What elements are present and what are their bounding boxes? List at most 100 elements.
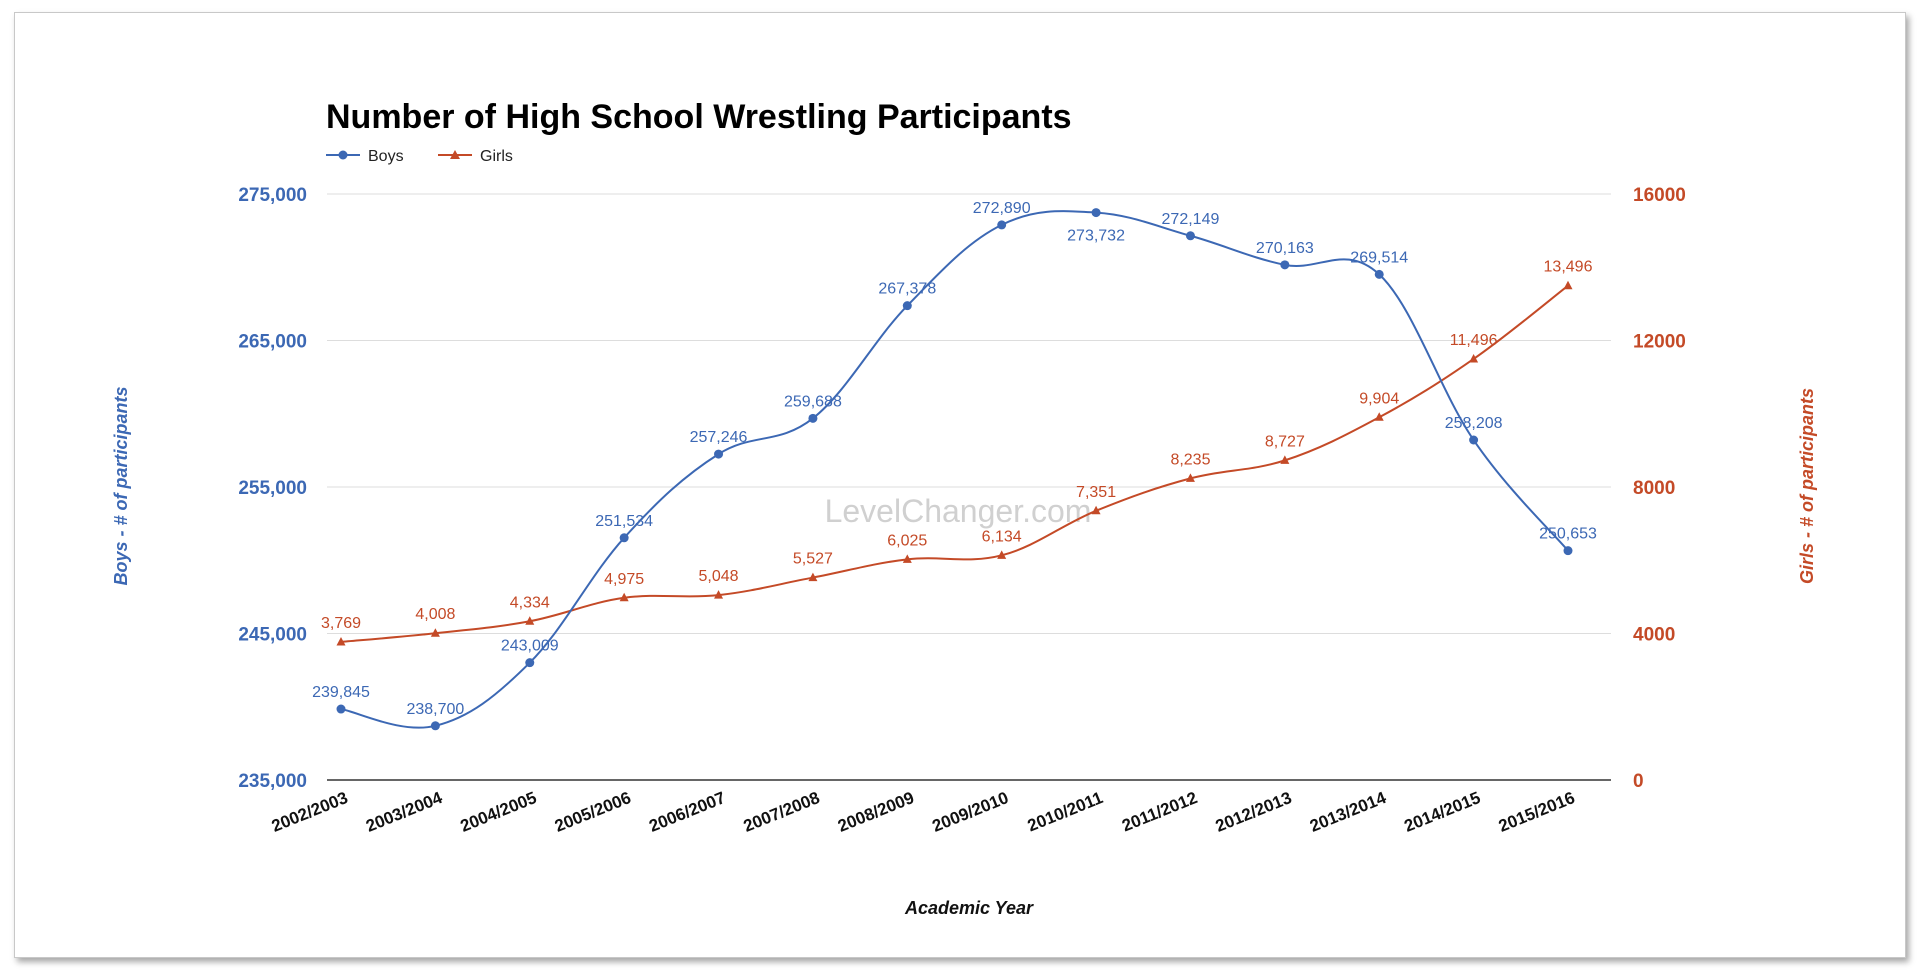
boys-data-label: 272,149 [1162, 211, 1220, 228]
boys-point [430, 721, 440, 731]
x-axis-title: Academic Year [904, 898, 1034, 918]
y-axis-right-title: Girls - # of participants [1797, 388, 1817, 584]
girls-point [1185, 473, 1195, 482]
boys-point [525, 658, 535, 668]
x-tick-label: 2012/2013 [1213, 788, 1295, 836]
x-tick-label: 2005/2006 [552, 788, 634, 836]
boys-data-label: 272,890 [973, 200, 1031, 217]
boys-point [902, 301, 912, 311]
boys-point [808, 413, 818, 423]
y-axis-right-ticks: 16000 12000 8000 4000 0 [1633, 185, 1686, 792]
boys-data-label: 258,208 [1445, 415, 1503, 432]
girls-point [1374, 412, 1384, 421]
girls-data-label: 5,048 [699, 568, 739, 585]
x-tick-label: 2014/2015 [1401, 788, 1483, 836]
x-tick-label: 2006/2007 [646, 788, 728, 836]
x-tick-label: 2009/2010 [930, 788, 1012, 836]
boys-data-label: 243,009 [501, 638, 559, 655]
girls-data-label: 5,527 [793, 551, 833, 568]
boys-data-label: 273,732 [1067, 228, 1125, 245]
y-axis-left-title: Boys - # of participants [111, 386, 131, 585]
x-tick-label: 2015/2016 [1496, 788, 1578, 836]
girls-data-label: 6,025 [887, 532, 927, 549]
boys-data-label: 267,378 [878, 281, 936, 298]
legend-label-girls: Girls [480, 148, 513, 165]
girls-point [808, 572, 818, 582]
girls-point [619, 592, 629, 602]
girls-point [997, 550, 1007, 559]
girls-point [1563, 280, 1573, 290]
legend-marker-girls [450, 150, 460, 159]
boys-line [340, 210, 1569, 729]
girls-data-label: 8,727 [1265, 433, 1305, 450]
chart-title: Number of High School Wrestling Particip… [326, 98, 1072, 136]
girls-data-label: 13,496 [1544, 259, 1593, 276]
data-labels-girls: 3,769 4,008 4,334 4,975 5,048 5,527 6,025 6,134… [321, 259, 1593, 632]
girls-point [1469, 353, 1479, 363]
x-axis-ticks: 2002/2003 2003/2004 2004/2005 2005/2006 2006… [269, 788, 1578, 836]
legend: Boys Girls [326, 148, 513, 165]
x-tick-label: 2011/2012 [1119, 788, 1200, 835]
watermark: LevelChanger.com [825, 493, 1092, 529]
series-boys [336, 208, 1573, 731]
boys-point [714, 449, 724, 459]
boys-point [336, 704, 346, 714]
boys-data-label: 270,163 [1256, 240, 1314, 257]
girls-point [714, 590, 724, 599]
girls-point [1091, 505, 1101, 515]
boys-point [1091, 208, 1101, 218]
x-tick-label: 2010/2011 [1025, 788, 1106, 835]
girls-point [336, 636, 346, 646]
y-tick-right-label: 0 [1633, 771, 1644, 792]
boys-point [1469, 435, 1479, 445]
boys-point [997, 220, 1007, 230]
y-tick-left-label: 275,000 [238, 185, 307, 206]
y-tick-right-label: 16000 [1633, 185, 1686, 206]
series-girls [336, 280, 1573, 646]
girls-line [340, 284, 1569, 643]
girls-point [525, 616, 535, 625]
girls-point [1280, 455, 1290, 464]
x-tick-label: 2008/2009 [835, 788, 917, 836]
legend-item-girls: Girls [438, 148, 513, 165]
girls-data-label: 11,496 [1450, 332, 1498, 349]
boys-data-label: 250,653 [1539, 526, 1597, 543]
x-tick-label: 2003/2004 [363, 788, 445, 836]
legend-marker-boys [338, 150, 348, 160]
x-tick-label: 2004/2005 [458, 788, 540, 836]
boys-point [619, 533, 629, 543]
boys-data-label: 269,514 [1350, 249, 1408, 266]
x-tick-label: 2007/2008 [741, 788, 823, 836]
girls-data-label: 4,975 [604, 571, 644, 588]
boys-point [1563, 546, 1573, 556]
boys-point [1374, 269, 1384, 279]
boys-data-label: 238,700 [406, 701, 464, 718]
legend-label-boys: Boys [368, 148, 404, 165]
y-tick-left-label: 255,000 [238, 478, 307, 499]
y-tick-right-label: 4000 [1633, 625, 1675, 646]
y-tick-left-label: 265,000 [238, 332, 307, 353]
girls-point [430, 628, 440, 637]
boys-data-label: 257,246 [690, 429, 748, 446]
boys-data-label: 259,688 [784, 393, 842, 410]
girls-data-label: 9,904 [1359, 390, 1399, 407]
y-tick-left-label: 245,000 [238, 625, 307, 646]
boys-data-label: 251,534 [595, 513, 653, 530]
legend-item-boys: Boys [326, 148, 404, 165]
y-tick-right-label: 12000 [1633, 332, 1686, 353]
girls-data-label: 3,769 [321, 615, 361, 632]
girls-data-label: 7,351 [1076, 484, 1116, 501]
boys-point [1185, 231, 1195, 241]
y-tick-right-label: 8000 [1633, 478, 1675, 499]
girls-data-label: 4,334 [510, 594, 550, 611]
girls-data-label: 4,008 [415, 606, 455, 623]
gridlines [327, 193, 1611, 781]
boys-point [1280, 260, 1290, 270]
x-tick-label: 2002/2003 [269, 788, 351, 836]
y-axis-left-ticks: 275,000 265,000 255,000 245,000 235,000 [238, 185, 307, 792]
chart-frame [14, 12, 1906, 958]
x-tick-label: 2013/2014 [1307, 788, 1389, 836]
boys-data-label: 239,845 [312, 684, 370, 701]
data-labels-boys: 239,845 238,700 243,009 251,534 257,246 259,6… [312, 200, 1597, 718]
